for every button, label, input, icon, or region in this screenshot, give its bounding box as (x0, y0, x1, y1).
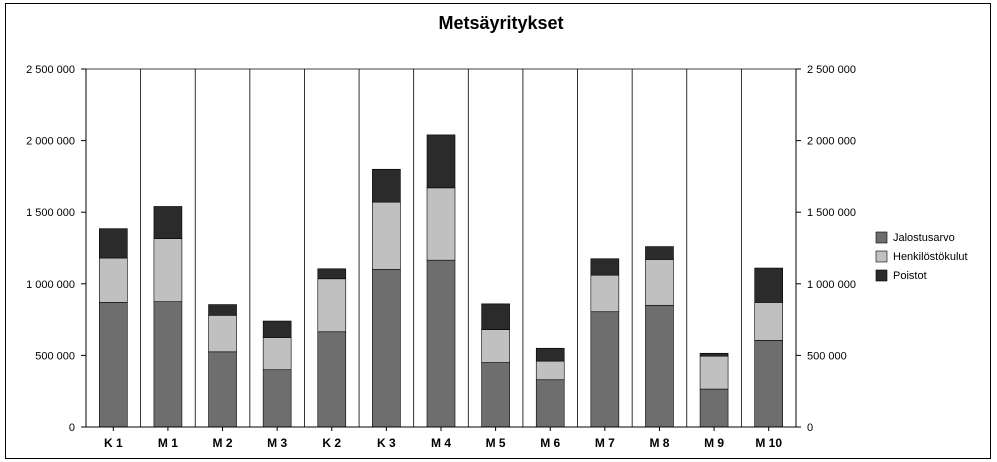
bar-henkilostokulut (645, 259, 674, 306)
bar-henkilostokulut (208, 315, 237, 353)
x-tick-label: K 2 (322, 436, 341, 450)
bar-jalostusarvo (590, 311, 620, 428)
bar-poistot (699, 352, 729, 357)
x-tick-label: M 7 (595, 436, 615, 450)
x-tick-label: M 9 (704, 436, 724, 450)
x-tick-label: M 4 (431, 436, 451, 450)
legend-label: Henkilöstökulut (893, 251, 968, 263)
bar-henkilostokulut (99, 257, 128, 303)
bar-poistot (317, 268, 347, 280)
bar-poistot (372, 168, 401, 203)
bar-jalostusarvo (153, 301, 183, 428)
y-tick-label-right: 2 500 000 (807, 64, 856, 76)
bar-henkilostokulut (535, 360, 565, 381)
bar-henkilostokulut (262, 337, 292, 371)
bar-henkilostokulut (153, 238, 183, 303)
x-tick-label: K 3 (377, 436, 396, 450)
y-tick-label-left: 2 000 000 (26, 136, 75, 148)
x-tick-label: M 5 (486, 436, 506, 450)
y-tick-label-right: 1 000 000 (807, 279, 856, 291)
y-tick-label-left: 1 500 000 (26, 207, 75, 219)
legend-label: Poistot (893, 270, 927, 282)
bar-jalostusarvo (372, 269, 401, 428)
y-tick-label-right: 1 500 000 (807, 207, 856, 219)
bars (99, 134, 783, 428)
bar-poistot (99, 228, 128, 259)
legend-swatch (875, 269, 888, 282)
axes: 0 0 500 000 500 000 1 000 000 1 000 000 1 500 … (26, 64, 856, 450)
y-tick-label-left: 1 000 000 (26, 279, 75, 291)
bar-jalostusarvo (699, 388, 729, 428)
bar-henkilostokulut (590, 274, 620, 313)
bar-poistot (481, 303, 510, 330)
bar-jalostusarvo (99, 302, 128, 428)
y-tick-label-right: 0 (807, 422, 813, 434)
y-tick-label-right: 500 000 (807, 350, 847, 362)
bar-henkilostokulut (699, 355, 729, 390)
bar-jalostusarvo (262, 369, 292, 428)
chart-title: Metsäyritykset (438, 13, 563, 33)
bar-poistot (754, 267, 783, 303)
x-tick-label: M 3 (267, 436, 287, 450)
y-tick-label-right: 2 000 000 (807, 136, 856, 148)
bar-poistot (645, 246, 674, 260)
bar-henkilostokulut (317, 278, 347, 333)
legend-swatch (875, 231, 888, 244)
x-tick-label: M 8 (649, 436, 669, 450)
legend-label: Jalostusarvo (893, 232, 955, 244)
bar-henkilostokulut (426, 187, 456, 261)
y-tick-label-left: 2 500 000 (26, 64, 75, 76)
bar-poistot (208, 304, 237, 316)
bar-jalostusarvo (481, 362, 510, 428)
bar-jalostusarvo (645, 304, 674, 428)
bar-henkilostokulut (481, 329, 510, 363)
x-tick-label: M 1 (158, 436, 178, 450)
bar-jalostusarvo (426, 259, 456, 428)
bar-henkilostokulut (372, 201, 401, 270)
bar-poistot (535, 347, 565, 362)
bar-poistot (426, 134, 456, 189)
legend: Jalostusarvo Henkilöstökulut Poistot (875, 231, 968, 282)
legend-swatch (875, 250, 888, 263)
x-tick-label: M 10 (755, 436, 782, 450)
bar-jalostusarvo (535, 379, 565, 428)
x-tick-label: M 6 (540, 436, 560, 450)
x-tick-label: M 2 (213, 436, 233, 450)
bar-jalostusarvo (317, 331, 347, 428)
bar-henkilostokulut (754, 302, 783, 341)
bar-jalostusarvo (754, 340, 783, 428)
y-tick-label-left: 500 000 (35, 350, 75, 362)
x-tick-label: K 1 (104, 436, 123, 450)
bar-jalostusarvo (208, 351, 237, 428)
bar-poistot (590, 258, 620, 276)
bar-poistot (262, 320, 292, 338)
bar-poistot (153, 206, 183, 239)
y-tick-label-left: 0 (69, 422, 75, 434)
